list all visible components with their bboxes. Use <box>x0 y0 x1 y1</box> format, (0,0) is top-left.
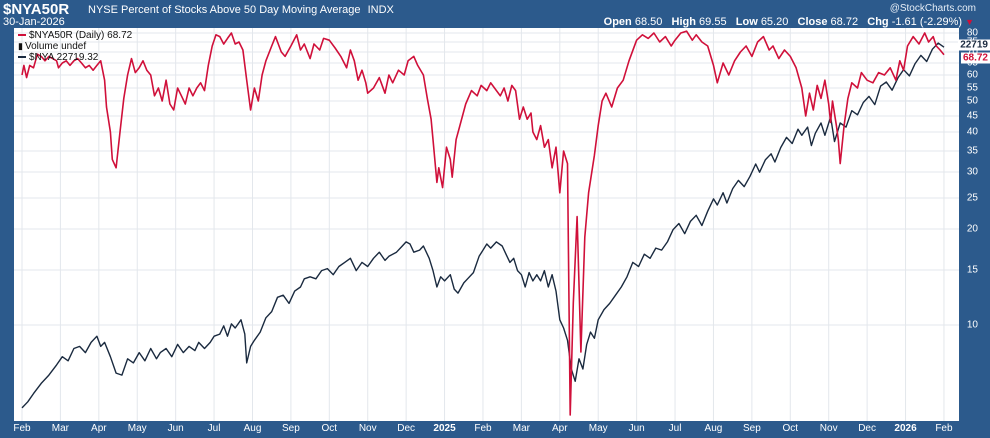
x-tick-label: Jul <box>207 423 221 434</box>
open-label: Open <box>603 16 632 28</box>
close-label: Close <box>797 16 828 28</box>
legend-item-nya50r: $NYA50R (Daily) 68.72 <box>18 30 132 41</box>
legend-label-nya50r: $NYA50R (Daily) 68.72 <box>29 30 133 41</box>
down-arrow-icon: ▼ <box>965 17 974 27</box>
chart-legend: $NYA50R (Daily) 68.72 ▮ Volume undef $NYA… <box>18 30 132 63</box>
open-value: 68.50 <box>634 16 663 28</box>
x-tick-label: Feb <box>935 423 953 434</box>
y-tick-label: 80 <box>966 27 978 39</box>
series-line-nya50r <box>21 30 945 416</box>
x-tick-label: Sep <box>742 423 761 434</box>
x-tick-label: 2025 <box>433 423 456 434</box>
chart-header: $NYA50R NYSE Percent of Stocks Above 50 … <box>0 0 990 28</box>
legend-label-nya: $NYA 22719.32 <box>29 52 99 63</box>
x-tick-label: Nov <box>358 423 377 434</box>
x-tick-label: May <box>127 423 147 434</box>
y-tick-label: 35 <box>966 145 978 157</box>
x-tick-label: Oct <box>782 423 799 434</box>
y-tick-label: 50 <box>966 95 978 107</box>
y-tick-label: 40 <box>966 126 978 138</box>
x-tick-label: 2026 <box>894 423 917 434</box>
x-tick-label: May <box>588 423 608 434</box>
nya50r-swatch-icon <box>18 34 26 37</box>
nya-swatch-icon <box>18 56 26 59</box>
y-tick-label: 60 <box>966 69 978 81</box>
y-tick-label: 55 <box>966 82 978 94</box>
volume-bars-icon: ▮ <box>18 41 23 51</box>
y-tick-label: 30 <box>966 166 978 178</box>
y-tick-label: 20 <box>966 223 978 235</box>
nya-price-tag: 22719 <box>958 39 990 51</box>
low-value: 65.20 <box>760 16 789 28</box>
x-tick-label: Oct <box>321 423 338 434</box>
high-label: High <box>671 16 696 28</box>
x-tick-label: Jul <box>668 423 682 434</box>
legend-item-volume: ▮ Volume undef <box>18 41 132 52</box>
x-tick-label: Feb <box>13 423 31 434</box>
x-tick-label: Jun <box>628 423 645 434</box>
ticker-symbol: $NYA50R <box>3 1 70 18</box>
y-tick-label: 25 <box>966 192 978 204</box>
x-tick-label: Mar <box>51 423 70 434</box>
y-tick-label: 10 <box>966 319 978 331</box>
x-tick-label: Mar <box>512 423 530 434</box>
x-tick-label: Jun <box>167 423 184 434</box>
ohlc-readout: Open 68.50 High 69.55 Low 65.20 Close 68… <box>604 16 974 28</box>
index-description: NYSE Percent of Stocks Above 50 Day Movi… <box>88 4 361 16</box>
index-name: NYSE Percent of Stocks Above 50 Day Movi… <box>88 4 394 16</box>
nya50r-price-tag: 68.72 <box>960 52 990 64</box>
series-line-nya <box>21 42 945 409</box>
x-tick-label: Apr <box>552 423 568 434</box>
y-tick-label: 15 <box>966 264 978 276</box>
change-label: Chg <box>867 16 889 28</box>
x-tick-label: Apr <box>91 423 107 434</box>
x-tick-label: Nov <box>819 423 838 434</box>
x-tick-label: Sep <box>281 423 300 434</box>
close-value: 68.72 <box>830 16 859 28</box>
x-tick-label: Dec <box>858 423 877 434</box>
x-tick-label: Feb <box>474 423 492 434</box>
y-tick-label: 70 <box>967 47 978 58</box>
x-tick-label: Aug <box>243 423 262 434</box>
legend-label-volume: Volume undef <box>24 41 87 52</box>
change-value: -1.61 (-2.29%) <box>891 16 963 28</box>
x-tick-label: Aug <box>704 423 723 434</box>
legend-item-nya: $NYA 22719.32 <box>18 52 132 63</box>
quote-date: 30-Jan-2026 <box>3 16 65 28</box>
x-tick-label: Dec <box>397 423 416 434</box>
x-axis: Feb Mar Apr May Jun Jul Aug Sep Oct Nov Dec 2025 Feb… <box>0 421 990 438</box>
y-tick-label: 45 <box>966 110 978 122</box>
high-value: 69.55 <box>699 16 727 28</box>
exchange-label: INDX <box>367 4 394 16</box>
brand-watermark: @StockCharts.com <box>889 3 976 14</box>
low-label: Low <box>735 16 758 28</box>
